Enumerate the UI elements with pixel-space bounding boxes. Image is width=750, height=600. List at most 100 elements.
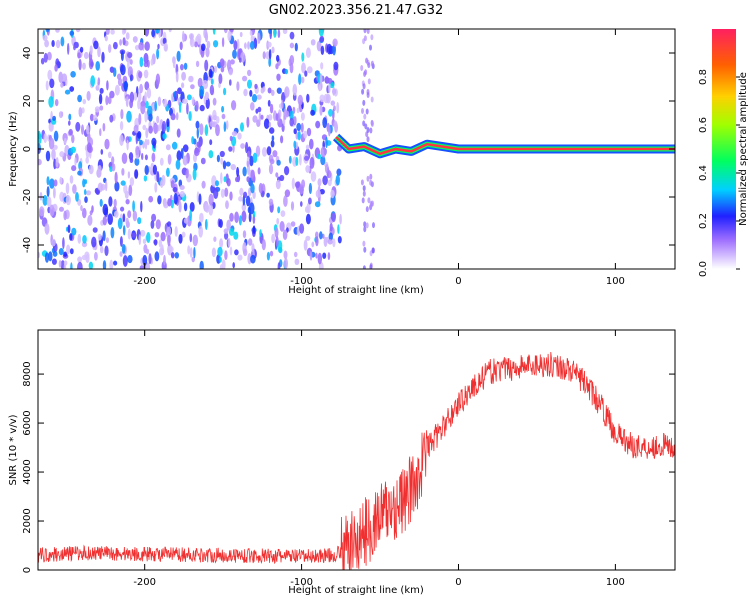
heatmap-noise-cell [71,134,75,144]
heatmap-noise-cell [70,146,77,153]
heatmap-noise-cell [48,251,53,262]
heatmap-noise-cell [38,251,41,259]
heatmap-noise-cell [125,96,129,108]
heatmap-noise-cell [77,52,81,59]
heatmap-noise-cell [248,212,252,223]
heatmap-noise-cell [86,90,91,101]
heatmap-noise-cell [102,122,106,132]
heatmap-noise-cell [119,121,124,131]
heatmap-noise-cell [75,29,81,33]
heatmap-noise-cell [178,233,183,244]
heatmap-noise-cell [79,46,84,53]
heatmap-noise-cell [303,239,308,251]
heatmap-noise-cell [244,42,247,49]
spectrogram-ytick-label: 40 [22,47,33,60]
heatmap-noise-cell [290,221,296,227]
heatmap-noise-cell [120,64,126,76]
heatmap-noise-cell [65,195,71,206]
heatmap-noise-cell [250,254,256,264]
heatmap-noise-cell [369,179,373,186]
heatmap-noise-cell [82,98,87,105]
heatmap-noise-cell [229,246,233,256]
heatmap-noise-cell [212,97,217,106]
heatmap-noise-cell [275,236,279,247]
heatmap-noise-cell [68,120,71,126]
heatmap-noise-cell [191,96,195,106]
heatmap-noise-cell [326,43,332,55]
heatmap-noise-cell [249,30,253,36]
heatmap-noise-cell [68,113,72,121]
heatmap-noise-cell [129,177,135,187]
heatmap-noise-cell [218,219,223,228]
heatmap-noise-cell [219,256,222,263]
heatmap-noise-cell [229,191,233,201]
heatmap-noise-cell [111,156,115,165]
heatmap-noise-cell [199,212,204,223]
heatmap-noise-cell [267,87,272,94]
heatmap-noise-cell [270,140,275,148]
heatmap-noise-cell [189,247,193,258]
heatmap-noise-cell [168,246,174,253]
heatmap-noise-cell [243,88,248,97]
heatmap-noise-cell [145,127,149,139]
heatmap-noise-cell [135,145,140,156]
heatmap-noise-cell [224,232,229,240]
heatmap-noise-cell [148,195,154,203]
heatmap-noise-cell [144,81,150,91]
heatmap-noise-cell [336,168,342,176]
heatmap-noise-cell [127,171,131,179]
heatmap-noise-cell [138,113,142,125]
heatmap-noise-cell [284,166,290,176]
heatmap-noise-cell [186,102,189,115]
spectrogram-ytick-label: -20 [22,189,33,205]
heatmap-noise-cell [225,120,229,130]
heatmap-noise-cell [274,227,279,239]
heatmap-noise-cell [229,212,234,222]
heatmap-noise-cell [224,187,229,197]
heatmap-noise-cell [205,203,210,213]
heatmap-noise-cell [289,55,295,65]
heatmap-noise-cell [310,109,315,116]
heatmap-noise-cell [297,94,303,106]
heatmap-noise-cell [82,207,87,219]
heatmap-noise-cell [236,166,240,177]
heatmap-noise-cell [192,168,197,181]
heatmap-cells [38,29,675,269]
heatmap-noise-cell [251,94,258,103]
heatmap-noise-cell [222,160,227,170]
heatmap-noise-cell [150,58,154,66]
heatmap-noise-cell [129,74,134,81]
heatmap-noise-cell [288,155,292,164]
heatmap-noise-cell [154,182,158,193]
heatmap-noise-cell [113,198,117,208]
heatmap-noise-cell [95,189,101,196]
heatmap-noise-cell [315,252,318,259]
heatmap-noise-cell [199,260,204,269]
heatmap-noise-cell [176,50,181,62]
heatmap-noise-cell [273,29,277,38]
heatmap-noise-cell [297,131,301,141]
heatmap-noise-cell [193,247,196,259]
heatmap-noise-cell [48,96,54,108]
colorbar-tick-label: 0.8 [698,69,709,85]
heatmap-noise-cell [82,62,86,70]
heatmap-noise-cell [110,227,115,239]
heatmap-noise-cell [69,175,74,184]
heatmap-noise-cell [279,221,285,232]
heatmap-noise-cell [241,210,247,223]
heatmap-noise-cell [257,167,261,175]
heatmap-noise-cell [303,130,308,139]
heatmap-noise-cell [91,236,97,248]
heatmap-noise-cell [131,232,137,238]
spectrogram-xlabel: Height of straight line (km) [288,285,424,296]
heatmap-noise-cell [294,145,300,156]
heatmap-noise-cell [142,238,147,244]
heatmap-noise-cell [102,230,106,242]
heatmap-noise-cell [81,241,88,248]
heatmap-noise-cell [152,141,156,149]
heatmap-noise-cell [289,110,294,121]
heatmap-noise-cell [67,224,71,234]
heatmap-noise-cell [140,102,146,115]
